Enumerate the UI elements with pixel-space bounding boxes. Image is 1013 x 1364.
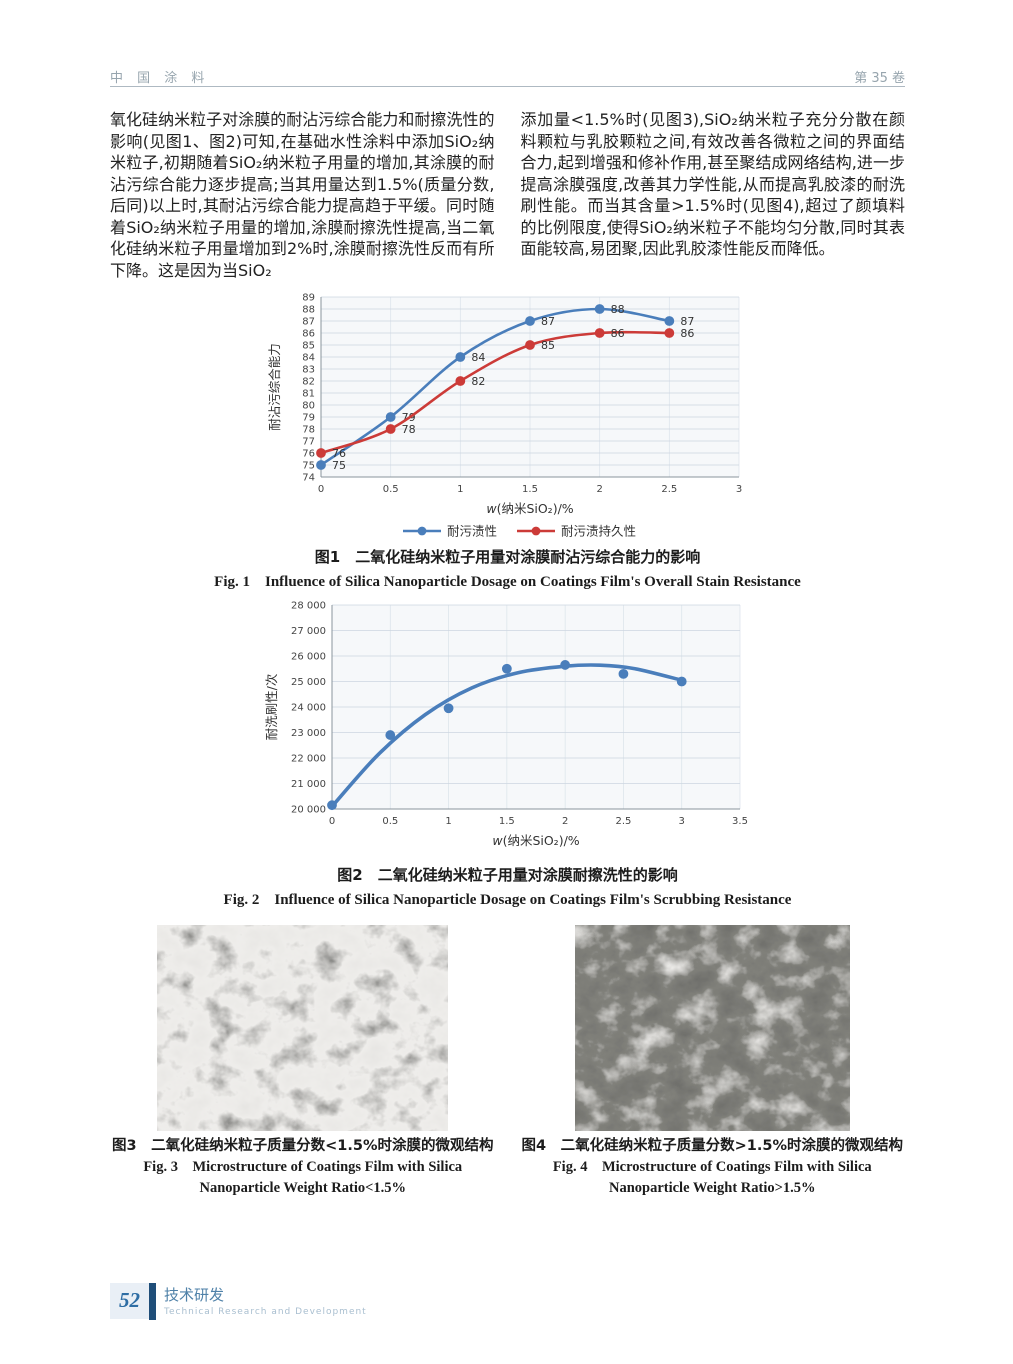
svg-text:83: 83 [302,365,315,376]
svg-text:3: 3 [678,816,684,827]
svg-text:1.5: 1.5 [498,816,514,827]
svg-text:耐沾污综合能力: 耐沾污综合能力 [267,343,282,431]
svg-text:28 000: 28 000 [291,601,326,612]
svg-text:1: 1 [457,484,463,495]
fig2-chart: 0 0.5 1 1.5 2 2.5 3 3.5 20 000 21 000 22 000 23 000… [264,601,748,849]
svg-text:86: 86 [302,329,315,340]
fig1-caption-cn: 图1 二氧化硅纳米粒子用量对涂膜耐沾污综合能力的影响 [314,548,701,566]
svg-text:74: 74 [302,473,315,484]
svg-text:3: 3 [735,484,741,495]
fig4-caption-en-line2: Nanoparticle Weight Ratio>1.5% [608,1180,816,1197]
svg-text:0.5: 0.5 [382,816,398,827]
svg-text:76: 76 [332,447,346,460]
svg-text:80: 80 [302,401,315,412]
svg-text:0: 0 [328,816,334,827]
svg-text:2.5: 2.5 [615,816,631,827]
journal-title: 中 国 涂 料 [110,71,210,86]
svg-text:82: 82 [302,377,315,388]
footer-section-en: Technical Research and Development [164,1307,367,1317]
svg-text:76: 76 [302,449,315,460]
svg-text:耐污渍性: 耐污渍性 [447,524,497,539]
footer-section-cn: 技术研发 [164,1286,225,1304]
fig4-caption-en-line1: Fig. 4 Microstructure of Coatings Film w… [552,1159,872,1175]
svg-text:87: 87 [541,315,555,328]
micrograph-row: 图3 二氧化硅纳米粒子质量分数<1.5%时涂膜的微观结构 Fig. 3 Micr… [110,925,905,1199]
svg-text:87: 87 [302,317,315,328]
svg-text:81: 81 [302,389,315,400]
svg-text:86: 86 [610,327,624,340]
fig4-caption-cn: 图4 二氧化硅纳米粒子质量分数>1.5%时涂膜的微观结构 [521,1138,903,1154]
body-column-left: 氧化硅纳米粒子对涂膜的耐沾污综合能力和耐擦洗性的影响(见图1、图2)可知,在基础… [110,110,495,280]
fig1-caption-en: Fig. 1 Influence of Silica Nanoparticle … [214,574,801,590]
svg-text:23 000: 23 000 [291,728,326,739]
fig3-caption-en: Fig. 3 Microstructure of Coatings Film w… [143,1157,462,1199]
fig3-micrograph-image [157,925,449,1131]
page-number: 52 [110,1283,149,1319]
svg-text:75: 75 [332,459,346,472]
svg-text:2: 2 [561,816,567,827]
fig4-micrograph-image [574,925,850,1131]
svg-text:84: 84 [471,351,485,364]
svg-text:78: 78 [401,423,415,436]
svg-text:25 000: 25 000 [291,677,326,688]
svg-text:21 000: 21 000 [291,779,326,790]
svg-text:22 000: 22 000 [291,754,326,765]
body-column-right: 添加量<1.5%时(见图3),SiO₂纳米粒子充分分散在颜料颗粒与乳胶颗粒之间,… [520,110,906,258]
svg-text:w(纳米SiO₂)/%: w(纳米SiO₂)/% [486,501,573,516]
svg-text:2: 2 [596,484,602,495]
fig3-caption-en-line2: Nanoparticle Weight Ratio<1.5% [199,1180,407,1197]
fig3-caption-cn: 图3 二氧化硅纳米粒子质量分数<1.5%时涂膜的微观结构 [112,1138,494,1154]
svg-text:75: 75 [302,461,315,472]
svg-text:0.5: 0.5 [382,484,398,495]
svg-text:耐污渍持久性: 耐污渍持久性 [561,524,636,539]
body-text: 氧化硅纳米粒子对涂膜的耐沾污综合能力和耐擦洗性的影响(见图1、图2)可知,在基础… [110,109,905,281]
footer-divider-bar [149,1283,156,1320]
svg-text:2.5: 2.5 [661,484,677,495]
fig2-caption-en: Fig. 2 Influence of Silica Nanoparticle … [223,892,792,908]
svg-text:20 000: 20 000 [291,805,326,816]
svg-text:27 000: 27 000 [291,626,326,637]
fig4-caption-en: Fig. 4 Microstructure of Coatings Film w… [553,1157,872,1199]
fig2-caption-cn: 图2 二氧化硅纳米粒子用量对涂膜耐擦洗性的影响 [337,866,678,884]
svg-text:77: 77 [302,437,315,448]
svg-text:88: 88 [610,303,624,316]
svg-text:86: 86 [680,327,694,340]
svg-text:耐洗刷性/次: 耐洗刷性/次 [264,674,279,741]
svg-text:0: 0 [317,484,323,495]
svg-text:79: 79 [302,413,315,424]
svg-text:88: 88 [302,305,315,316]
svg-text:26 000: 26 000 [291,652,326,663]
svg-text:1.5: 1.5 [522,484,538,495]
svg-text:3.5: 3.5 [732,816,748,827]
fig1-chart: 0 0.5 1 1.5 2 2.5 3747576777879808182838485868… [267,293,742,539]
fig3-block: 图3 二氧化硅纳米粒子质量分数<1.5%时涂膜的微观结构 Fig. 3 Micr… [110,925,496,1199]
svg-text:82: 82 [471,375,485,388]
fig3-caption-en-line1: Fig. 3 Microstructure of Coatings Film w… [143,1159,463,1175]
svg-text:84: 84 [302,353,315,364]
page-header: 中 国 涂 料 第 35 卷 [110,0,905,87]
fig4-block: 图4 二氧化硅纳米粒子质量分数>1.5%时涂膜的微观结构 Fig. 4 Micr… [520,925,906,1199]
svg-text:85: 85 [302,341,315,352]
svg-text:85: 85 [541,339,555,352]
svg-text:89: 89 [302,293,315,304]
svg-text:87: 87 [680,315,694,328]
svg-text:w(纳米SiO₂)/%: w(纳米SiO₂)/% [492,833,579,848]
svg-text:1: 1 [445,816,451,827]
svg-text:24 000: 24 000 [291,703,326,714]
svg-text:78: 78 [302,425,315,436]
volume-label: 第 35 卷 [854,71,905,86]
page-footer: 52 技术研发 Technical Research and Developme… [110,1283,367,1320]
